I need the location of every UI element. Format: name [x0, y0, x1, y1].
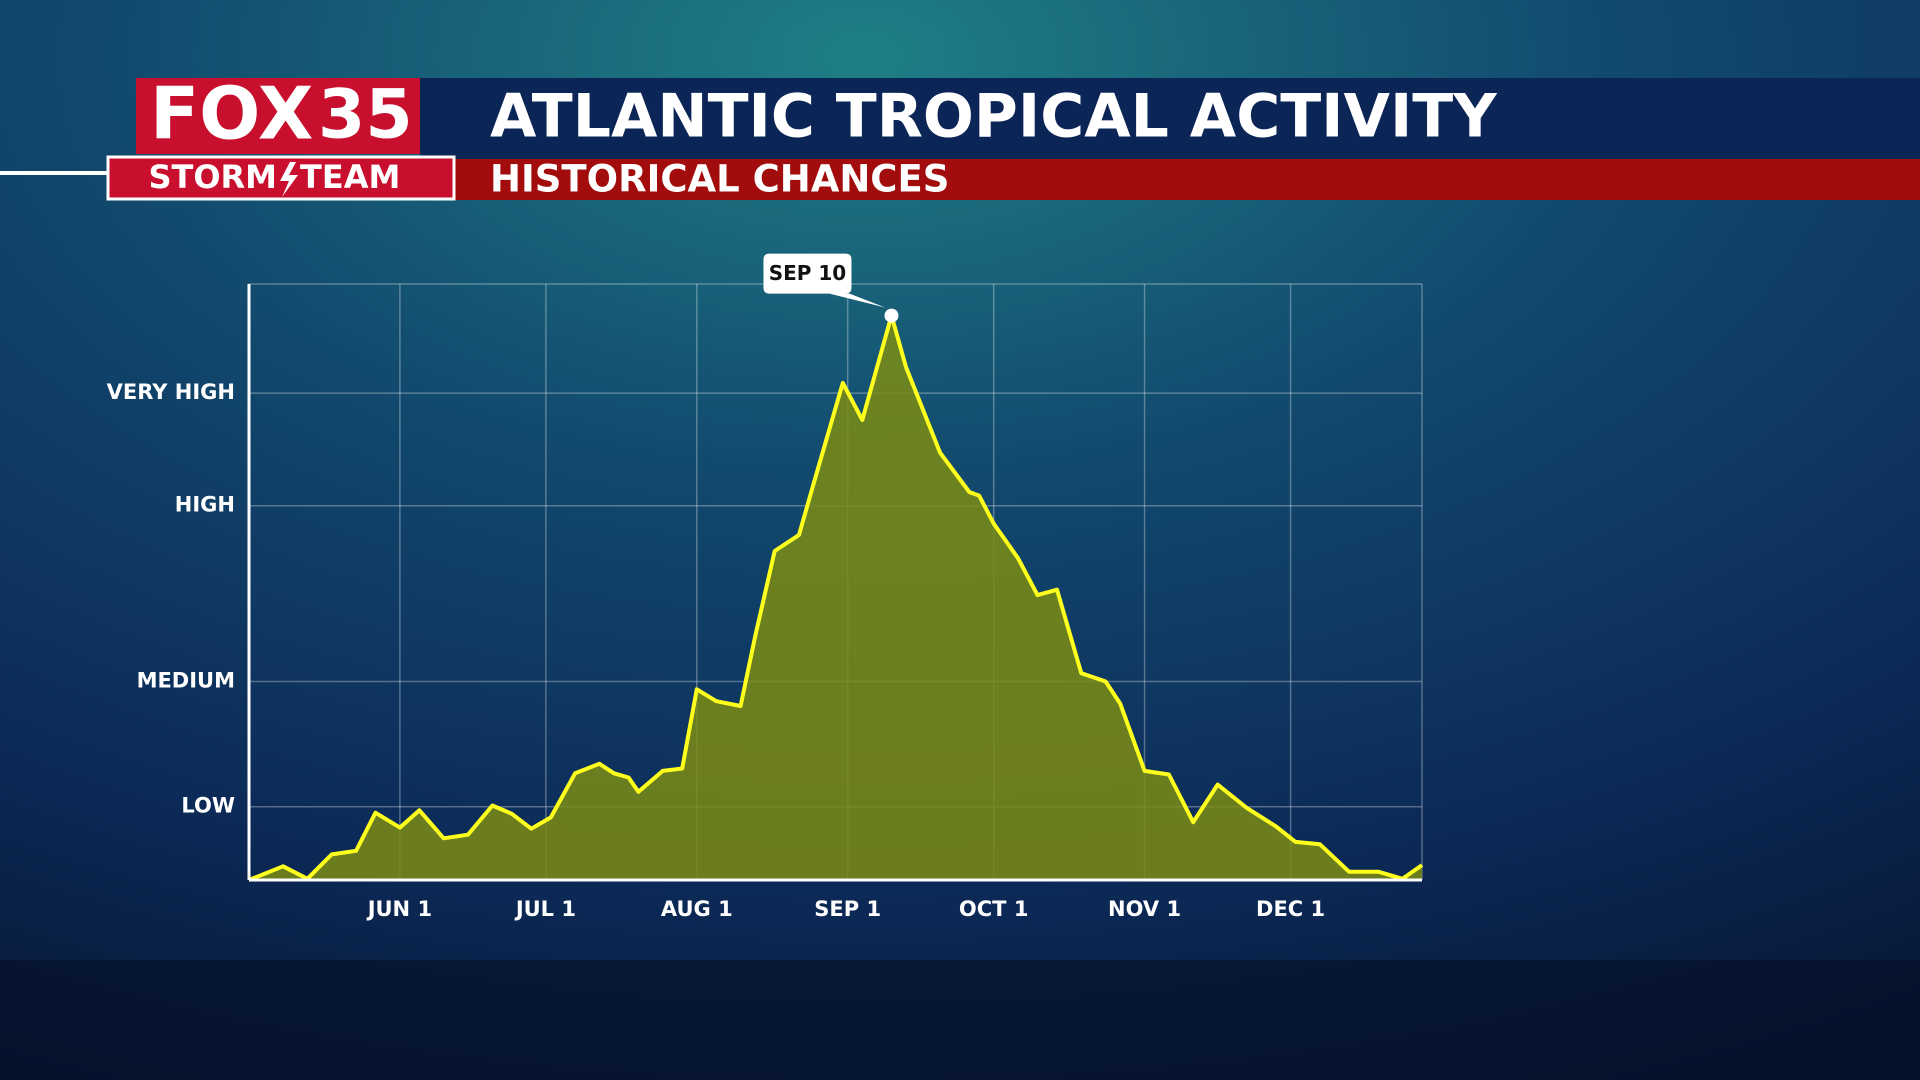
y-tick-label: LOW	[181, 794, 235, 818]
area-fill	[249, 315, 1422, 881]
annotation-box	[763, 253, 886, 308]
annotation-label: SEP 10	[769, 261, 847, 285]
logo-brand: FOX	[150, 72, 313, 156]
background-shade	[0, 960, 1920, 1080]
logo-team-right: TEAM	[300, 158, 400, 196]
annotation-point	[884, 308, 899, 323]
title-banner	[420, 78, 1920, 160]
logo-box	[136, 78, 420, 154]
x-tick-label: DEC 1	[1256, 897, 1325, 921]
x-tick-label: SEP 1	[814, 897, 881, 921]
logo-team-box	[106, 155, 456, 201]
chart-title: ATLANTIC TROPICAL ACTIVITY	[490, 82, 1498, 152]
x-tick-label: JUN 1	[366, 897, 432, 921]
x-tick-label: AUG 1	[661, 897, 733, 921]
chart-subtitle: HISTORICAL CHANCES	[490, 158, 949, 201]
y-tick-label: MEDIUM	[137, 669, 235, 693]
y-tick-label: VERY HIGH	[107, 380, 235, 404]
y-tick-label: HIGH	[175, 493, 235, 517]
accent-line	[0, 171, 108, 175]
logo-team-left: STORM	[148, 158, 277, 196]
plot-area: LOW MEDIUM HIGH VERY HIGH JUN 1 JUL 1 AUG 1 SEP…	[107, 253, 1424, 921]
x-tick-label: JUL 1	[514, 897, 576, 921]
subtitle-banner	[454, 159, 1920, 200]
x-tick-label: NOV 1	[1108, 897, 1181, 921]
area-line	[248, 313, 1424, 882]
logo-number: 35	[318, 76, 413, 155]
logo-bolt	[280, 162, 298, 197]
x-tick-label: OCT 1	[959, 897, 1029, 921]
